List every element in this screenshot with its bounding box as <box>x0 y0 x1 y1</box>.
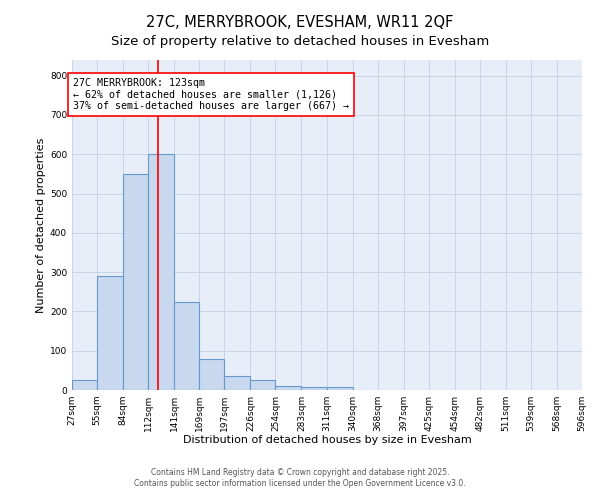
Bar <box>174 302 199 390</box>
Text: Size of property relative to detached houses in Evesham: Size of property relative to detached ho… <box>111 35 489 48</box>
Bar <box>72 380 97 390</box>
Bar <box>326 387 353 390</box>
Bar <box>275 386 301 390</box>
Bar <box>301 387 326 390</box>
Bar <box>123 174 148 390</box>
Bar <box>250 380 275 390</box>
X-axis label: Distribution of detached houses by size in Evesham: Distribution of detached houses by size … <box>182 436 472 446</box>
Bar <box>199 358 224 390</box>
Text: Contains HM Land Registry data © Crown copyright and database right 2025.
Contai: Contains HM Land Registry data © Crown c… <box>134 468 466 487</box>
Text: 27C, MERRYBROOK, EVESHAM, WR11 2QF: 27C, MERRYBROOK, EVESHAM, WR11 2QF <box>146 15 454 30</box>
Bar <box>97 276 123 390</box>
Y-axis label: Number of detached properties: Number of detached properties <box>36 138 46 312</box>
Text: 27C MERRYBROOK: 123sqm
← 62% of detached houses are smaller (1,126)
37% of semi-: 27C MERRYBROOK: 123sqm ← 62% of detached… <box>73 78 349 111</box>
Bar <box>224 376 250 390</box>
Bar <box>148 154 174 390</box>
